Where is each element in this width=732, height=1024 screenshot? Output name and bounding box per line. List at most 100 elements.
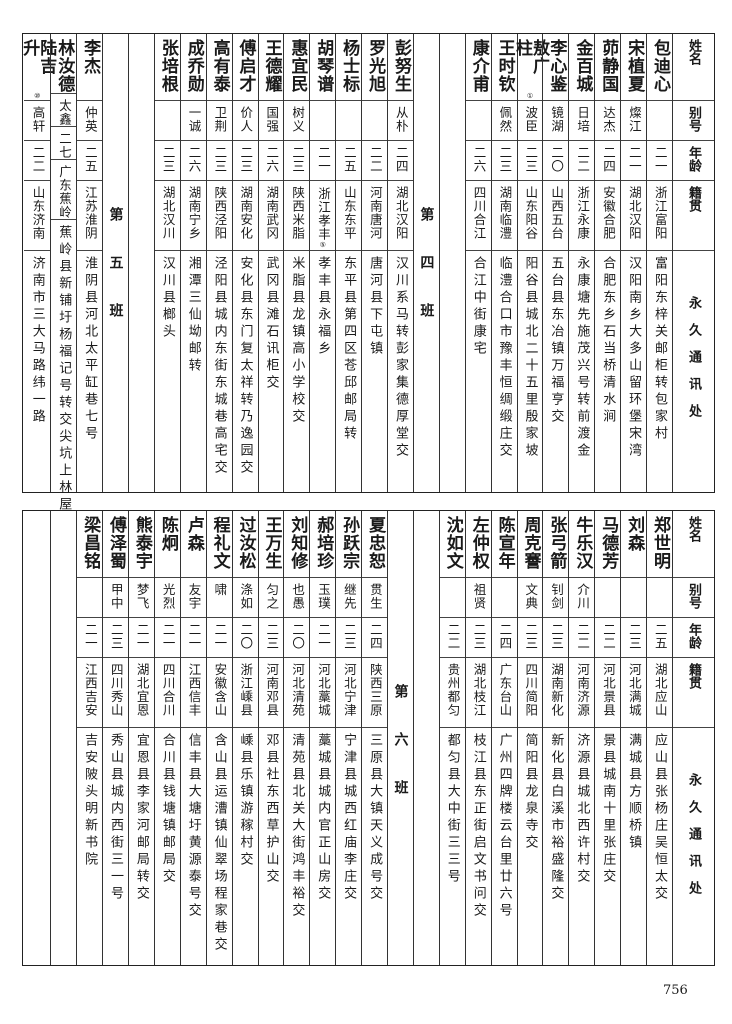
person-address: 合川县钱塘镇邮局交 — [159, 733, 175, 886]
cell-origin: 安徽合肥 — [595, 181, 621, 251]
person-alias: 光烈 — [160, 583, 176, 610]
cell-origin: 湖南宁乡 — [180, 181, 206, 251]
cell-address: 含山县运漕镇仙翠场程家巷交 — [207, 728, 232, 965]
cell-address: 阳谷县城北二十五里殷家坡 — [518, 251, 543, 492]
person-name: 傅泽蜀 — [106, 516, 127, 570]
cell-alias: 也愚 — [284, 578, 310, 618]
person-address: 信丰县大塘圩黄源泰号交 — [185, 733, 201, 920]
class-label: 第四班 — [418, 207, 435, 351]
person-age: 二一 — [82, 623, 98, 650]
person-alias: 也愚 — [290, 583, 306, 610]
cell-age: 二一 — [154, 618, 180, 658]
person-origin: 山东济南 — [30, 186, 46, 240]
cell-name: 傅泽蜀 — [103, 511, 128, 578]
cell-name: 郝培珍 — [310, 511, 336, 578]
person-origin: 湖北宜恩 — [134, 663, 150, 717]
cell-address: 汉川系马转彭家集德厚堂交 — [388, 251, 413, 492]
person-origin: 四川简阳 — [523, 663, 539, 717]
cell-alias: 波臣 — [517, 101, 543, 141]
cell-age: 二三 — [517, 618, 543, 658]
cell-name: 马德芳 — [595, 511, 621, 578]
cell-address: 宁津县城西红庙李庄交 — [336, 728, 361, 965]
header-cell-age: 年龄 — [673, 618, 714, 658]
cell-origin: 河北清苑 — [284, 658, 310, 728]
person-age: 二五 — [82, 146, 98, 173]
cell-age: 二五 — [77, 141, 103, 181]
cell-origin: 河南济源 — [569, 658, 595, 728]
person-address: 永康塘先施茂兴号转前渡金 — [574, 256, 590, 460]
person-column: 高有泰 卫荆 二三 陕西泾阳 泾阳县城内东街东城巷高宅交 — [205, 34, 232, 492]
person-column: 刘知修 也愚 二〇 河北清苑 清苑县北关大街鸿丰裕交 — [283, 511, 310, 965]
cell-alias: 国强 — [258, 101, 284, 141]
person-age: 二〇 — [238, 623, 254, 650]
person-age: 二四 — [497, 623, 513, 650]
person-name: 彭努生 — [390, 39, 411, 93]
cell-name: 康介甫 — [465, 34, 491, 101]
person-origin: 河北宁津 — [341, 663, 357, 717]
person-column: 康介甫二六 四川合江 合江中街康宅 — [464, 34, 491, 492]
cell-alias: 镜湖 — [543, 101, 569, 141]
cell-age: 二三 — [491, 141, 517, 181]
cell-alias: 日培 — [569, 101, 595, 141]
cell-address: 合肥东乡石当桥清水涧 — [595, 251, 620, 492]
person-address: 汉川系马转彭家集德厚堂交 — [392, 256, 408, 460]
header-column: 姓名 别号 年龄 籍贯 永久通讯处 — [672, 34, 714, 492]
cell-age: 二六 — [258, 141, 284, 181]
cell-age: 二五 — [336, 141, 362, 181]
person-column: 过汝松 涤如 二〇 浙江嵊县 嵊县乐镇游稼村交 — [231, 511, 258, 965]
person-age: 二一 — [626, 146, 642, 173]
person-origin: 江西吉安 — [82, 663, 98, 717]
person-alias: 涤如 — [238, 583, 254, 610]
header-label-name: 姓名 — [686, 39, 701, 65]
cell-name: 张培根 — [154, 34, 180, 101]
person-name: 胡琴谱 — [313, 39, 334, 93]
header-cell-alias: 别号 — [673, 578, 714, 618]
person-age: 二三 — [212, 146, 228, 173]
cell-alias: 甲中 — [103, 578, 128, 618]
person-origin: 河北景县 — [600, 663, 616, 717]
cell-address: 汉阳南乡大多山留环堡宋湾 — [621, 251, 646, 492]
cell-address: 简阳县龙泉寺交 — [518, 728, 543, 965]
cell-address: 邓县社东西草护山交 — [259, 728, 284, 965]
person-address: 米脂县龙镇高小学校交 — [289, 256, 305, 426]
cell-age: 二二 — [595, 618, 621, 658]
person-address: 济南市三大马路纬一路 — [29, 256, 45, 426]
person-age: 二一 — [316, 623, 332, 650]
person-name: 沈如文 — [442, 516, 463, 570]
cell-address: 秀山县城内西街三一号 — [103, 728, 128, 965]
cell-age: 二二 — [439, 618, 465, 658]
person-age: 二三 — [341, 623, 357, 650]
person-column: 卢森 友宇 二一 江西信丰 信丰县大塘圩黄源泰号交 — [179, 511, 206, 965]
person-alias: 甲中 — [108, 583, 124, 610]
cell-age: 二〇 — [232, 618, 258, 658]
cell-origin: 浙江嵊县 — [232, 658, 258, 728]
cell-origin: 四川合江 — [465, 181, 491, 251]
person-origin: 河南邓县 — [264, 663, 280, 717]
cell-origin: 陕西米脂 — [284, 181, 310, 251]
cell-age: 二三 — [284, 141, 310, 181]
person-name: 金百城 — [572, 39, 593, 93]
cell-age: 二六 — [465, 141, 491, 181]
person-column: 成乔勋 一诚 二六 湖南宁乡 湘潭三仙坳邮转 — [179, 34, 206, 492]
cell-address: 嵊县乐镇游稼村交 — [233, 728, 258, 965]
cell-origin: 广东蕉岭 — [51, 160, 77, 220]
cell-address: 合江中街康宅 — [466, 251, 491, 492]
cell-alias: 光烈 — [154, 578, 180, 618]
header-cell-name: 姓名 — [673, 511, 714, 578]
person-alias: 仲英 — [82, 106, 98, 133]
person-address: 景县城南十里张庄交 — [600, 733, 616, 886]
cell-name: 孙跃宗 — [336, 511, 362, 578]
cell-address: 新化县白溪市裕盛隆交 — [543, 728, 568, 965]
cell-name: 张弓箭 — [543, 511, 569, 578]
person-age: 二三 — [108, 623, 124, 650]
person-name: 包迪心 — [650, 39, 671, 93]
person-origin: 湖南武冈 — [264, 186, 280, 240]
person-origin: 河南济源 — [575, 663, 591, 717]
person-origin: 山东阳谷 — [523, 186, 539, 240]
cell-age: 二一 — [77, 618, 103, 658]
person-name: 傅启才 — [235, 39, 256, 93]
cell-address: 孝丰县永福乡 — [310, 251, 335, 492]
cell-age: 二三 — [103, 618, 128, 658]
person-origin: 江西信丰 — [186, 663, 202, 717]
cell-origin: 湖北应山 — [647, 658, 672, 728]
